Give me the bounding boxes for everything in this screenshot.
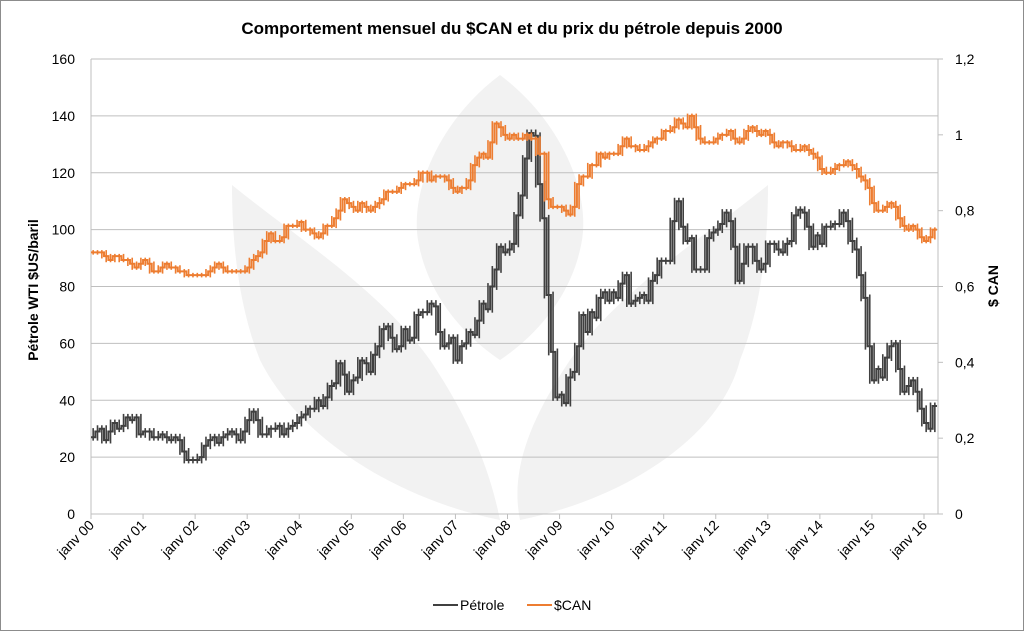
x-tick-label: janv 08 [470, 517, 514, 561]
y-tick-label: 100 [52, 222, 76, 238]
legend: Pétrole $CAN [433, 597, 591, 613]
y2-tick-label: 0,6 [955, 279, 975, 295]
y-tick-label: 40 [59, 392, 75, 408]
y2-tick-label: 0,4 [955, 354, 975, 370]
x-tick-label: janv 11 [627, 517, 670, 560]
x-tick-label: janv 01 [105, 517, 149, 561]
x-tick-label: janv 09 [522, 517, 566, 561]
x-tick-label: janv 00 [53, 517, 97, 561]
y-axis-right-label: $ CAN [985, 265, 1001, 307]
x-tick-label: janv 07 [418, 517, 462, 561]
legend-label-petrole: Pétrole [460, 597, 505, 613]
y-tick-label: 120 [52, 165, 76, 181]
y2-tick-label: 0,2 [955, 430, 975, 446]
x-tick-label: janv 05 [313, 517, 357, 561]
y-tick-label: 20 [59, 449, 75, 465]
x-tick-label: janv 02 [157, 517, 201, 561]
y-tick-label: 140 [52, 108, 76, 124]
y-axis-right-ticks: 0 0,2 0,4 0,6 0,8 1 1,2 [938, 51, 975, 522]
y-axis-left-label: Pétrole WTI $US/baril [25, 219, 41, 361]
x-axis-ticks: janv 00 janv 01 janv 02 janv 03 janv 04 janv … [53, 514, 930, 561]
y-tick-label: 160 [52, 51, 76, 67]
x-tick-label: janv 12 [678, 517, 722, 561]
series-line [91, 114, 938, 277]
leaf-watermark-icon [232, 75, 768, 520]
legend-label-cad: $CAN [554, 597, 591, 613]
y2-tick-label: 1,2 [955, 51, 975, 67]
x-tick-label: janv 06 [366, 517, 410, 561]
x-tick-label: janv 13 [730, 517, 774, 561]
y2-tick-label: 1 [955, 127, 963, 143]
chart-title: Comportement mensuel du $CAN et du prix … [241, 19, 782, 38]
y-tick-label: 60 [59, 335, 75, 351]
x-tick-label: janv 10 [574, 517, 618, 561]
x-tick-label: janv 14 [782, 517, 826, 561]
y2-tick-label: 0 [955, 506, 963, 522]
y-tick-label: 0 [67, 506, 75, 522]
x-tick-label: janv 16 [886, 517, 930, 561]
x-tick-label: janv 15 [834, 517, 878, 561]
x-tick-label: janv 04 [261, 517, 305, 561]
series-cad [91, 113, 938, 278]
y-tick-label: 80 [59, 279, 75, 295]
y-axis-left-ticks: 0 20 40 60 80 100 120 140 160 [52, 51, 76, 522]
y2-tick-label: 0,8 [955, 203, 975, 219]
x-tick-label: janv 03 [209, 517, 253, 561]
